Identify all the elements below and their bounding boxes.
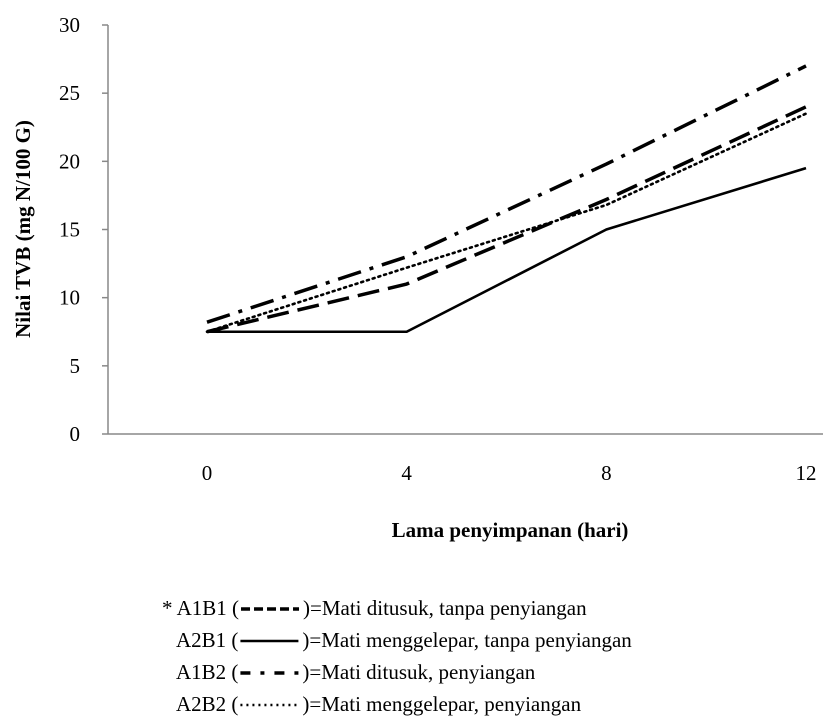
y-tick-label: 15 bbox=[59, 218, 80, 242]
x-tick-label: 12 bbox=[796, 461, 817, 485]
legend-label-prefix: A2B2 ( bbox=[176, 692, 238, 716]
legend: * A1B1 ( )=Mati ditusuk, tanpa penyiangan… bbox=[162, 596, 632, 716]
y-tick-label: 10 bbox=[59, 286, 80, 310]
legend-label-prefix: A2B1 ( bbox=[176, 628, 238, 652]
series-layer bbox=[205, 64, 808, 334]
y-tick-label: 20 bbox=[59, 149, 80, 173]
x-tick-label: 8 bbox=[601, 461, 612, 485]
legend-label-suffix: )=Mati menggelepar, tanpa penyiangan bbox=[302, 628, 632, 652]
y-tick-label: 25 bbox=[59, 81, 80, 105]
y-tick-label: 5 bbox=[70, 354, 81, 378]
legend-label-suffix: )=Mati ditusuk, penyiangan bbox=[302, 660, 535, 684]
series-line-a2b2 bbox=[205, 112, 808, 334]
y-ticks: 0 5 10 15 20 25 30 bbox=[59, 13, 108, 446]
x-tick-label: 4 bbox=[401, 461, 412, 485]
series-line-a2b1 bbox=[207, 166, 807, 334]
y-axis-title: Nilai TVB (mg N/100 G) bbox=[11, 120, 35, 338]
legend-label-suffix: )=Mati ditusuk, tanpa penyiangan bbox=[303, 596, 587, 620]
legend-label-suffix: )=Mati menggelepar, penyiangan bbox=[302, 692, 581, 716]
y-tick-label: 0 bbox=[70, 422, 81, 446]
legend-label-prefix: * A1B1 ( bbox=[162, 596, 239, 620]
x-tick-label: 0 bbox=[202, 461, 213, 485]
y-tick-label: 30 bbox=[59, 13, 80, 37]
legend-label-prefix: A1B2 ( bbox=[176, 660, 238, 684]
series-line-a1b2 bbox=[206, 64, 807, 324]
series-line-a1b1 bbox=[206, 105, 807, 334]
x-ticks: 0 4 8 12 bbox=[202, 461, 817, 485]
x-axis-title: Lama penyimpanan (hari) bbox=[392, 518, 629, 542]
